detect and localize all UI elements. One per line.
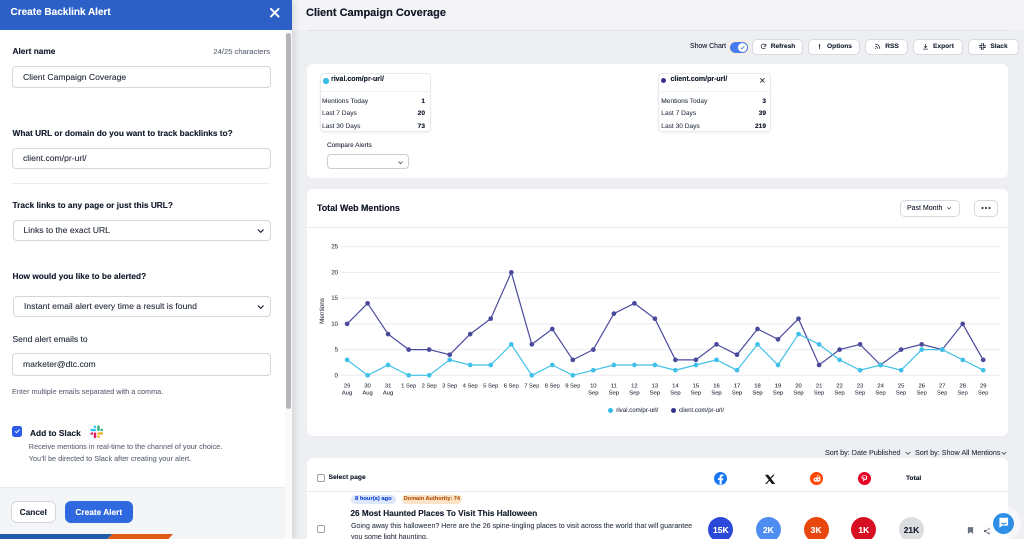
svg-text:Sep: Sep [650,391,660,397]
svg-text:12: 12 [631,384,637,390]
svg-text:Sep: Sep [875,391,885,397]
svg-text:4 Sep: 4 Sep [463,384,478,390]
svg-text:31: 31 [385,384,391,390]
svg-text:Aug: Aug [362,391,372,397]
svg-text:Sep: Sep [588,391,598,397]
svg-text:14: 14 [672,384,679,390]
svg-text:Sep: Sep [773,391,783,397]
svg-text:Sep: Sep [814,391,824,397]
svg-text:10: 10 [590,384,596,390]
svg-text:10: 10 [331,322,338,328]
svg-text:6 Sep: 6 Sep [504,384,519,390]
svg-text:22: 22 [836,384,842,390]
svg-text:Sep: Sep [732,391,742,397]
svg-text:28: 28 [959,384,965,390]
svg-text:25: 25 [331,245,338,251]
svg-text:30: 30 [364,384,370,390]
svg-text:2 Sep: 2 Sep [422,384,437,390]
svg-text:15: 15 [693,384,699,390]
svg-text:3 Sep: 3 Sep [442,384,457,390]
svg-text:Aug: Aug [383,391,393,397]
svg-text:Sep: Sep [711,391,721,397]
svg-text:Sep: Sep [978,391,988,397]
svg-text:19: 19 [775,384,781,390]
svg-text:8 Sep: 8 Sep [545,384,560,390]
svg-text:29: 29 [344,384,350,390]
svg-text:Sep: Sep [958,391,968,397]
svg-text:Sep: Sep [793,391,803,397]
svg-text:5: 5 [335,348,339,354]
svg-text:Sep: Sep [834,391,844,397]
svg-text:Mentions: Mentions [319,298,326,324]
svg-text:0: 0 [335,373,339,379]
svg-text:1 Sep: 1 Sep [401,384,416,390]
svg-text:Sep: Sep [629,391,639,397]
svg-text:7 Sep: 7 Sep [524,384,539,390]
svg-text:Sep: Sep [691,391,701,397]
svg-text:16: 16 [713,384,719,390]
svg-text:27: 27 [939,384,945,390]
svg-text:5 Sep: 5 Sep [483,384,498,390]
svg-text:21: 21 [816,384,822,390]
svg-text:Sep: Sep [670,391,680,397]
svg-text:23: 23 [857,384,863,390]
svg-text:26: 26 [918,384,924,390]
svg-text:29: 29 [980,384,986,390]
svg-text:17: 17 [734,384,740,390]
svg-text:9 Sep: 9 Sep [565,384,580,390]
svg-text:Sep: Sep [937,391,947,397]
svg-text:Sep: Sep [855,391,865,397]
svg-text:18: 18 [754,384,760,390]
svg-text:Aug: Aug [342,391,352,397]
svg-text:25: 25 [898,384,904,390]
svg-text:11: 11 [611,384,617,390]
svg-text:Sep: Sep [917,391,927,397]
svg-text:15: 15 [331,296,338,302]
svg-text:Sep: Sep [752,391,762,397]
svg-text:Sep: Sep [896,391,906,397]
svg-text:13: 13 [652,384,658,390]
svg-text:20: 20 [331,270,338,276]
svg-text:20: 20 [795,384,801,390]
svg-text:Sep: Sep [609,391,619,397]
svg-text:24: 24 [877,384,884,390]
